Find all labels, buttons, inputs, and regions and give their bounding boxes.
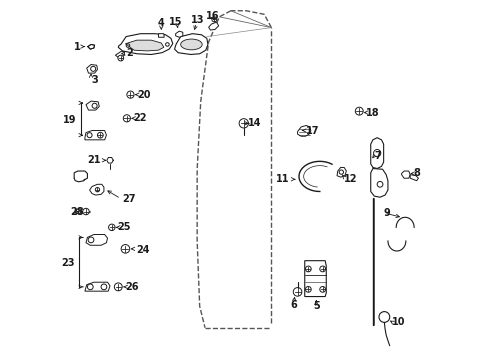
Circle shape — [339, 170, 343, 174]
Text: 4: 4 — [158, 18, 164, 28]
Circle shape — [239, 119, 248, 128]
Circle shape — [87, 284, 93, 290]
Circle shape — [82, 208, 89, 215]
Circle shape — [101, 284, 106, 290]
Polygon shape — [401, 171, 409, 178]
Circle shape — [87, 133, 92, 138]
Text: 28: 28 — [70, 207, 84, 217]
Circle shape — [211, 17, 217, 22]
Circle shape — [121, 244, 129, 253]
Circle shape — [97, 132, 103, 138]
Polygon shape — [409, 175, 418, 181]
Circle shape — [355, 107, 363, 115]
Circle shape — [95, 188, 100, 192]
Text: 17: 17 — [305, 126, 319, 135]
Circle shape — [378, 312, 389, 322]
Polygon shape — [86, 64, 97, 73]
Polygon shape — [370, 168, 387, 197]
Circle shape — [319, 287, 325, 292]
Circle shape — [376, 181, 382, 187]
Polygon shape — [86, 101, 99, 110]
Text: 2: 2 — [126, 48, 133, 58]
Text: 26: 26 — [125, 282, 139, 292]
Polygon shape — [115, 51, 124, 57]
Text: 1: 1 — [73, 42, 80, 51]
Text: 21: 21 — [87, 155, 100, 165]
Polygon shape — [86, 234, 107, 245]
Polygon shape — [118, 34, 172, 54]
Circle shape — [114, 283, 122, 291]
Text: 18: 18 — [366, 108, 379, 118]
Text: 5: 5 — [312, 301, 319, 311]
Text: 12: 12 — [344, 174, 357, 184]
Polygon shape — [76, 209, 80, 214]
Polygon shape — [125, 40, 163, 51]
Text: 7: 7 — [373, 150, 380, 161]
Text: 9: 9 — [383, 208, 389, 218]
Text: 11: 11 — [275, 174, 289, 184]
Polygon shape — [370, 138, 383, 168]
Text: 19: 19 — [63, 115, 77, 125]
Text: 23: 23 — [61, 258, 75, 268]
Polygon shape — [297, 126, 310, 136]
Polygon shape — [85, 131, 106, 140]
Circle shape — [126, 91, 134, 98]
Text: 25: 25 — [117, 222, 130, 232]
Polygon shape — [88, 44, 94, 49]
Text: 3: 3 — [91, 75, 98, 85]
Circle shape — [118, 55, 123, 61]
Text: 8: 8 — [412, 168, 419, 178]
Text: 22: 22 — [133, 113, 146, 123]
Text: 14: 14 — [247, 118, 261, 128]
Text: 20: 20 — [137, 90, 150, 100]
Text: 13: 13 — [191, 15, 204, 25]
Polygon shape — [174, 34, 207, 54]
Polygon shape — [158, 34, 164, 37]
Text: 27: 27 — [122, 194, 135, 204]
Polygon shape — [208, 22, 218, 30]
Circle shape — [108, 224, 115, 230]
Circle shape — [92, 103, 97, 108]
Circle shape — [305, 287, 310, 292]
Circle shape — [88, 237, 94, 243]
Circle shape — [123, 115, 130, 122]
Circle shape — [293, 288, 301, 296]
Circle shape — [319, 266, 325, 272]
Text: 15: 15 — [168, 17, 182, 27]
Polygon shape — [89, 184, 104, 195]
Text: 16: 16 — [206, 11, 219, 21]
Polygon shape — [175, 31, 183, 37]
Circle shape — [373, 149, 380, 157]
Polygon shape — [336, 167, 346, 177]
Circle shape — [90, 66, 96, 71]
Text: 6: 6 — [290, 300, 297, 310]
Polygon shape — [304, 261, 325, 297]
Circle shape — [305, 266, 310, 272]
Ellipse shape — [180, 39, 202, 50]
Text: 10: 10 — [391, 317, 405, 327]
Polygon shape — [85, 282, 110, 291]
Polygon shape — [106, 157, 113, 163]
Text: 24: 24 — [136, 245, 149, 255]
